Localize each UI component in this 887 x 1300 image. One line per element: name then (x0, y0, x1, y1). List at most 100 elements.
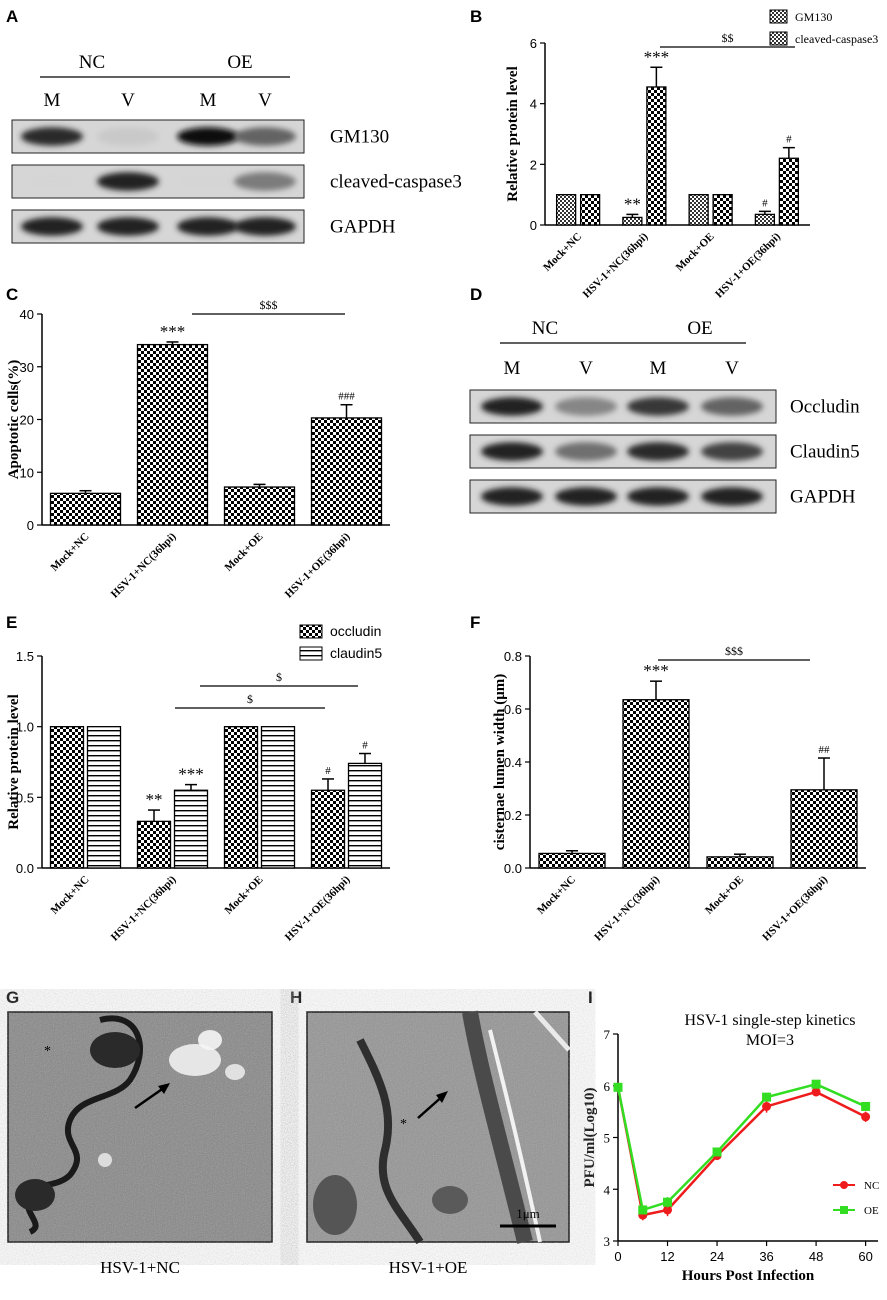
y-tick-label: 20 (20, 413, 34, 428)
marker-asterisk-h: * (400, 1117, 407, 1132)
x-tick-label: Mock+OE (674, 231, 717, 274)
blot-row-label: Claudin5 (790, 442, 860, 463)
y-tick-label: 6 (530, 36, 537, 51)
data-point (762, 1092, 772, 1102)
y-tick-label: 4 (530, 97, 537, 112)
chart-title: HSV-1 single-step kinetics (685, 1012, 856, 1029)
blot-band (97, 127, 159, 146)
y-axis-label: Relative protein level (505, 66, 521, 202)
data-point (811, 1087, 821, 1097)
marker-asterisk-g: * (44, 1044, 51, 1059)
legend-label: OE (864, 1205, 879, 1217)
blot-lane-label: M (200, 90, 217, 111)
blot-lane-label: M (44, 90, 61, 111)
bar (136, 343, 209, 526)
bar (173, 789, 209, 869)
blot-band (21, 217, 83, 236)
blot-group-label: NC (79, 52, 105, 73)
blot-lane-label: V (725, 358, 739, 379)
x-tick-label: HSV-1+OE(36hpi) (283, 873, 353, 943)
y-tick-label: 5 (604, 1131, 611, 1146)
blot-band (21, 172, 83, 191)
blot-lane-label: V (258, 90, 272, 111)
bar (622, 699, 690, 869)
comparison-label: $$$ (260, 298, 278, 312)
bar (86, 726, 122, 869)
x-tick-label: 36 (759, 1249, 773, 1264)
significance-mark: # (786, 134, 792, 146)
data-point (861, 1101, 871, 1111)
y-tick-label: 6 (604, 1079, 611, 1094)
western-blot-d: NC OE M V M V Occludin Claudin5 GAPDH (469, 318, 860, 514)
panel-label-d: D (470, 285, 482, 304)
bar (778, 157, 800, 226)
x-tick-label: HSV-1+NC(36hpi) (592, 873, 662, 943)
legend-marker (840, 1181, 848, 1189)
bar (347, 762, 383, 869)
bar (223, 726, 259, 869)
x-tick-label: 24 (710, 1249, 724, 1264)
blot-band (555, 397, 617, 416)
x-tick-label: HSV-1+OE(36hpi) (713, 230, 783, 300)
significance-mark: ### (338, 391, 355, 403)
y-tick-label: 4 (604, 1182, 611, 1197)
blot-band (97, 172, 159, 191)
y-axis-label: PFU/ml(Log10) (582, 1088, 598, 1188)
x-tick-label: Mock+OE (222, 874, 265, 917)
caption-h: HSV-1+OE (389, 1258, 468, 1277)
legend-label: NC (864, 1180, 879, 1192)
chart-subtitle: MOI=3 (746, 1032, 794, 1049)
x-tick-label: HSV-1+NC(36hpi) (109, 530, 179, 600)
significance-mark: ## (819, 744, 831, 756)
chart-c: 0 10 20 30 40 Apoptotic cells(%) Mock+NC *** HSV… (6, 298, 390, 600)
blot-row-label: Occludin (790, 397, 860, 418)
x-axis-label: Hours Post Infection (682, 1268, 815, 1284)
blot-band (701, 442, 763, 461)
chart-e: 0.0 0.5 1.0 1.5 Relative protein level Mock+N… (6, 623, 390, 943)
data-point (638, 1205, 648, 1215)
y-tick-label: 0.2 (504, 808, 522, 823)
data-point (613, 1082, 623, 1092)
y-tick-label: 0.6 (504, 702, 522, 717)
blot-group-label: OE (687, 318, 712, 339)
y-tick-label: 0 (27, 518, 34, 533)
significance-mark: # (762, 197, 768, 209)
x-tick-label: Mock+NC (541, 231, 584, 274)
comparison-label: $ (247, 692, 253, 706)
panel-label-a: A (6, 7, 18, 26)
micrograph-g: * HSV-1+NC (7, 1011, 273, 1277)
data-point (762, 1101, 772, 1111)
series-line (616, 1082, 867, 1212)
data-point (663, 1197, 673, 1207)
blot-band (234, 217, 296, 236)
blot-band (234, 127, 296, 146)
x-tick-label: HSV-1+OE(36hpi) (760, 873, 830, 943)
x-tick-label: Mock+NC (535, 874, 578, 917)
blot-band (555, 487, 617, 506)
y-tick-label: 7 (604, 1027, 611, 1042)
y-tick-label: 0 (530, 218, 537, 233)
bar (223, 486, 296, 526)
panel-label-e: E (6, 613, 17, 632)
panel-label-i: I (588, 988, 593, 1007)
legend-swatch (299, 646, 323, 661)
panel-label-h: H (290, 988, 302, 1007)
x-tick-label: Mock+OE (222, 531, 265, 574)
legend-swatch (769, 31, 788, 46)
bar (579, 194, 601, 226)
significance-mark: *** (644, 47, 670, 66)
bar (706, 856, 774, 869)
y-tick-label: 40 (20, 307, 34, 322)
series-line (616, 1087, 867, 1217)
y-tick-label: 0.0 (16, 861, 34, 876)
blot-row-label: GM130 (330, 127, 389, 148)
x-tick-label: Mock+NC (48, 531, 91, 574)
data-point (811, 1079, 821, 1089)
x-tick-label: Mock+OE (703, 874, 746, 917)
panel-label-g: G (6, 988, 19, 1007)
blot-band (177, 217, 239, 236)
significance-mark: *** (178, 765, 204, 784)
y-tick-label: 0.5 (16, 790, 34, 805)
bar (538, 852, 606, 869)
